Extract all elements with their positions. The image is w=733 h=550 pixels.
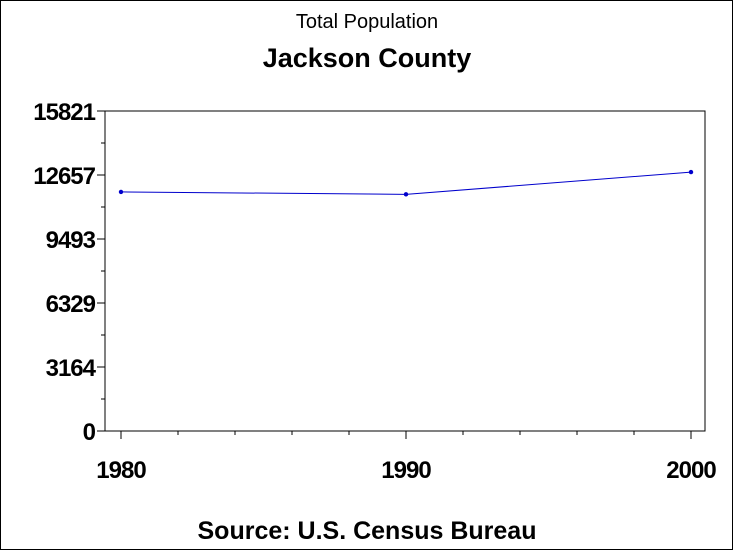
y-tick-label: 3164 xyxy=(46,355,97,382)
y-tick-label: 9493 xyxy=(46,227,96,254)
data-point xyxy=(688,169,694,175)
source-note: Source: U.S. Census Bureau xyxy=(198,517,537,545)
y-axis: 0 3164 6329 9493 12657 15821 xyxy=(33,99,105,446)
plot-area xyxy=(104,110,706,432)
y-tick-label: 6329 xyxy=(46,291,96,318)
x-tick-label: 1990 xyxy=(381,457,431,484)
y-tick-label: 15821 xyxy=(33,99,95,126)
y-tick-label: 12657 xyxy=(33,163,95,190)
x-tick-label: 1980 xyxy=(96,457,146,484)
x-tick-label: 2000 xyxy=(666,457,716,484)
series-line xyxy=(120,171,692,195)
x-axis: 1980 1990 2000 xyxy=(96,431,717,484)
y-tick-label: 0 xyxy=(83,419,96,446)
data-point xyxy=(403,192,409,197)
chart-title: Jackson County xyxy=(263,43,472,73)
data-point xyxy=(118,189,124,195)
series-layer xyxy=(118,169,694,197)
chart-subtitle: Total Population xyxy=(296,11,438,33)
